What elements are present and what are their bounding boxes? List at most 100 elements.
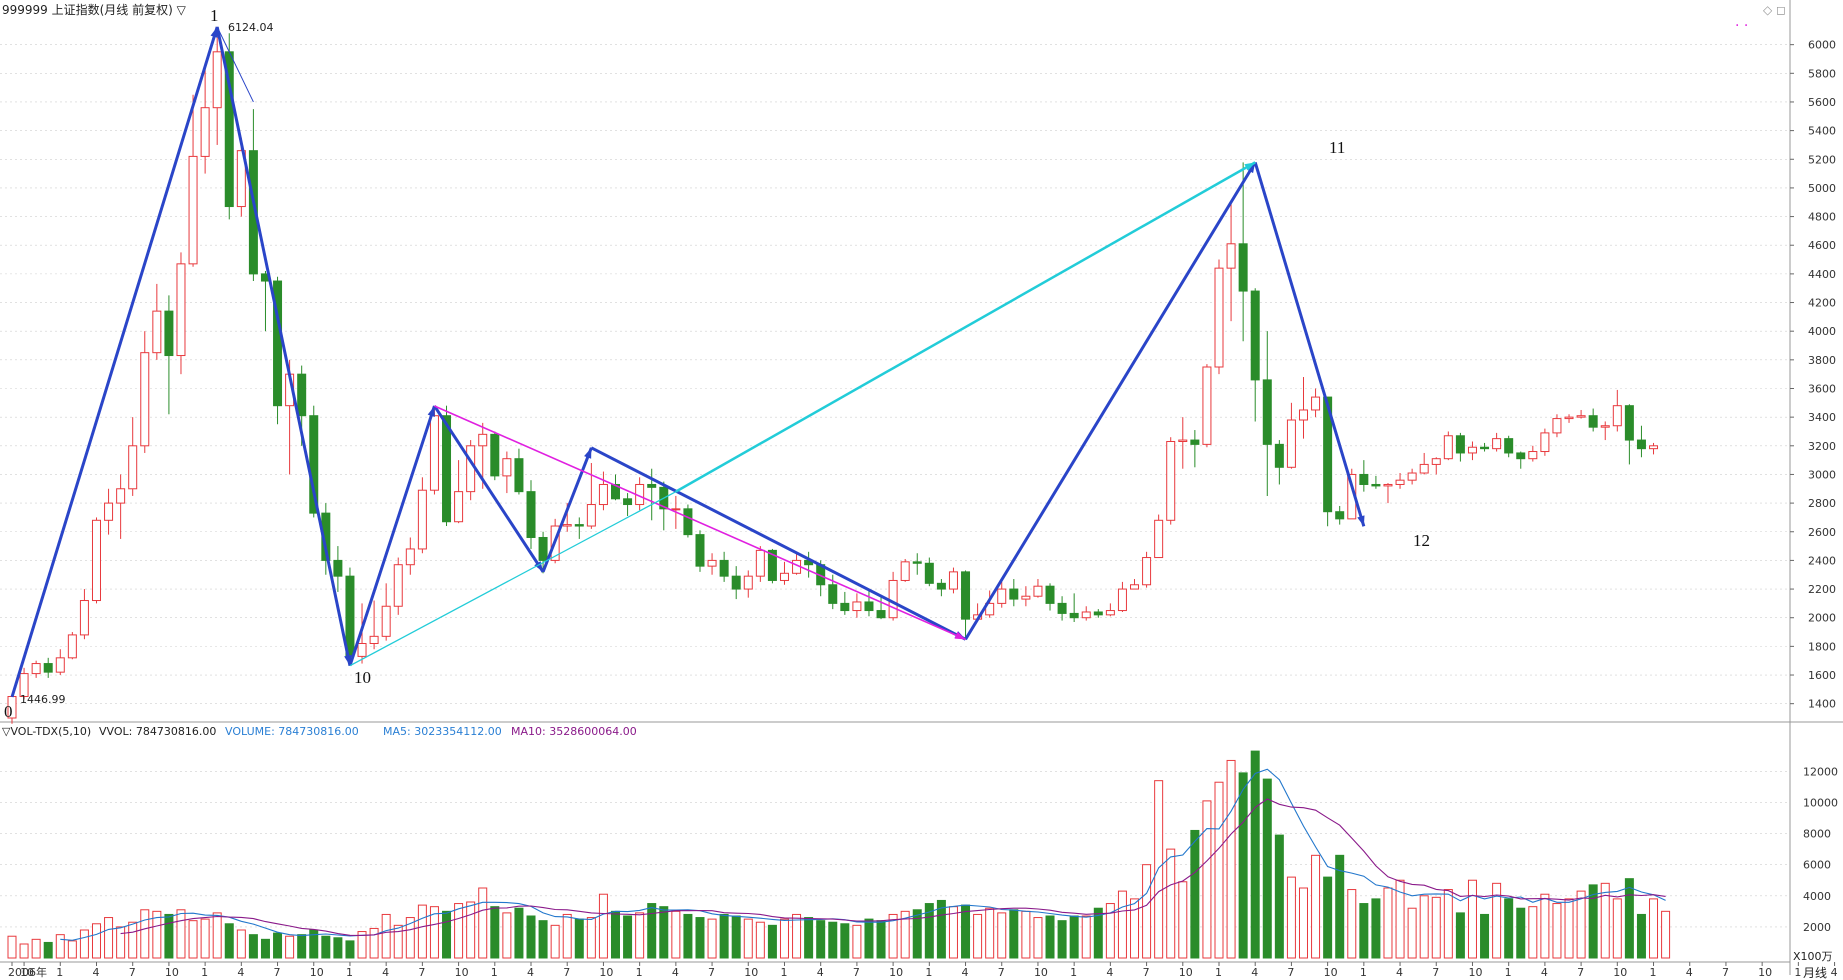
candle-body	[1395, 479, 1405, 485]
volume-bar	[1286, 876, 1296, 959]
volume-bar	[936, 899, 946, 959]
candle-body	[695, 534, 705, 567]
candle-body	[1516, 452, 1526, 460]
candle-body	[1552, 418, 1562, 434]
volume-bar	[297, 934, 307, 959]
candle-body	[1576, 415, 1586, 418]
volume-moving-averages	[60, 768, 1666, 941]
volume-bar	[538, 920, 548, 959]
time-tick-label: 7	[274, 966, 281, 979]
volume-bar	[1045, 915, 1055, 959]
volume-bar	[912, 909, 922, 959]
candle-body	[369, 635, 379, 645]
candle-body	[1154, 519, 1164, 559]
high-price-label: 6124.04	[228, 21, 274, 34]
candle-body	[490, 433, 500, 477]
volume-bar	[116, 926, 126, 959]
volume-bar	[1661, 910, 1671, 959]
candle-body	[779, 572, 789, 581]
volume-bar	[924, 903, 934, 959]
candle-body	[562, 524, 572, 527]
volume-bar	[1395, 879, 1405, 959]
time-tick-label: 4	[382, 966, 389, 979]
volume-bar	[405, 917, 415, 959]
candle-body	[1298, 409, 1308, 421]
volume-bar	[1528, 906, 1538, 959]
volume-tick-label: 6000	[1803, 859, 1831, 872]
volume-bar	[128, 921, 138, 959]
volume-bar	[598, 893, 608, 959]
wave-segment	[590, 446, 967, 641]
price-tick-label: 2200	[1808, 583, 1836, 596]
price-tick-label: 5400	[1808, 125, 1836, 138]
volume-bar	[1311, 854, 1321, 959]
candle-body	[1649, 445, 1659, 450]
volume-bar	[1383, 887, 1393, 959]
time-tick-label: 1	[201, 966, 208, 979]
volume-tick-label: 10000	[1803, 796, 1838, 809]
volume-bar	[1612, 898, 1622, 959]
time-tick-label: 7	[1432, 966, 1439, 979]
volume-value: VOLUME: 784730816.00	[225, 725, 359, 738]
candle-body	[1021, 595, 1031, 600]
time-tick-label: 4	[92, 966, 99, 979]
volume-bar	[19, 943, 29, 959]
time-tick-label: 10	[455, 966, 469, 979]
volume-bar	[1057, 920, 1067, 959]
volume-bar	[1419, 895, 1429, 959]
volume-bar	[212, 912, 222, 959]
volume-bar	[852, 924, 862, 959]
candle-body	[381, 605, 391, 637]
candle-body	[1166, 440, 1176, 521]
volume-bar	[357, 931, 367, 959]
candle-body	[1045, 585, 1055, 604]
volume-bar	[1250, 750, 1260, 959]
candle-body	[1009, 588, 1019, 600]
candle-body	[1238, 243, 1248, 292]
volume-bar	[1480, 913, 1490, 959]
candle-body	[128, 445, 138, 490]
volume-bar	[1588, 884, 1598, 959]
volume-bar	[876, 920, 886, 959]
candle-body	[1323, 396, 1333, 513]
volume-bar	[333, 937, 343, 959]
window-controls[interactable]: ◇ ◻	[1763, 3, 1786, 17]
volume-tick-label: 12000	[1803, 765, 1838, 778]
candle-body	[936, 582, 946, 590]
volume-bar	[792, 913, 802, 959]
candlesticks[interactable]	[7, 26, 1659, 724]
price-tick-label: 2000	[1808, 612, 1836, 625]
volume-bars[interactable]	[7, 750, 1671, 959]
time-tick-label: 7	[129, 966, 136, 979]
candle-body	[1093, 611, 1103, 616]
price-tick-label: 2400	[1808, 554, 1836, 567]
volume-bar	[1407, 907, 1417, 959]
wave-label-10: 10	[354, 668, 371, 687]
candle-body	[1492, 438, 1502, 450]
time-tick-label: 4	[817, 966, 824, 979]
time-tick-label: 1	[925, 966, 932, 979]
wave-segment-head	[1357, 515, 1365, 527]
wave-label-1: 1	[210, 6, 219, 25]
volume-bar	[1467, 879, 1477, 959]
candle-body	[623, 498, 633, 506]
time-tick-label: 7	[1722, 966, 1729, 979]
candle-body	[393, 564, 403, 607]
time-tick-label: 2006年	[8, 965, 47, 979]
time-tick-label: 10	[1758, 966, 1772, 979]
volume-bar	[176, 909, 186, 959]
candle-body	[767, 549, 777, 581]
candle-body	[1130, 584, 1140, 590]
time-tick-label: 7	[1577, 966, 1584, 979]
candle-body	[1359, 473, 1369, 485]
candle-body	[1540, 432, 1550, 453]
vol-indicator-label[interactable]: ▽VOL-TDX(5,10)	[2, 725, 91, 738]
volume-bar	[31, 938, 41, 959]
volume-bar	[1455, 912, 1465, 959]
volume-bar	[1516, 907, 1526, 959]
volume-bar	[1262, 778, 1272, 959]
volume-bar	[248, 934, 258, 959]
candle-body	[1455, 435, 1465, 454]
volume-bar	[1190, 829, 1200, 959]
